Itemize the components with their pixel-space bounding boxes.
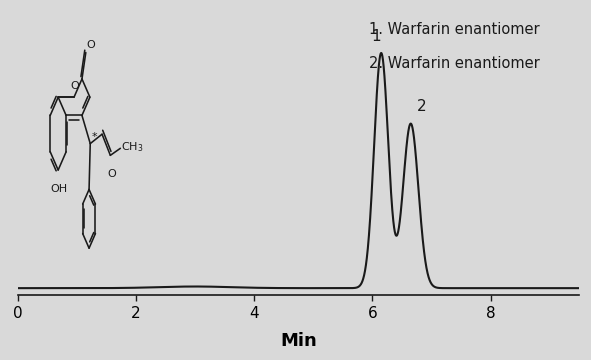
Text: O: O	[70, 81, 79, 91]
Text: 2: 2	[417, 99, 426, 114]
Text: O: O	[86, 40, 95, 50]
X-axis label: Min: Min	[280, 332, 317, 350]
Text: *: *	[92, 131, 97, 141]
Text: O: O	[107, 170, 116, 179]
Text: 1. Warfarin enantiomer: 1. Warfarin enantiomer	[369, 22, 539, 37]
Text: 1: 1	[372, 29, 381, 44]
Text: OH: OH	[50, 184, 67, 194]
Text: CH$_3$: CH$_3$	[121, 140, 144, 154]
Text: 2. Warfarin enantiomer: 2. Warfarin enantiomer	[369, 56, 540, 71]
